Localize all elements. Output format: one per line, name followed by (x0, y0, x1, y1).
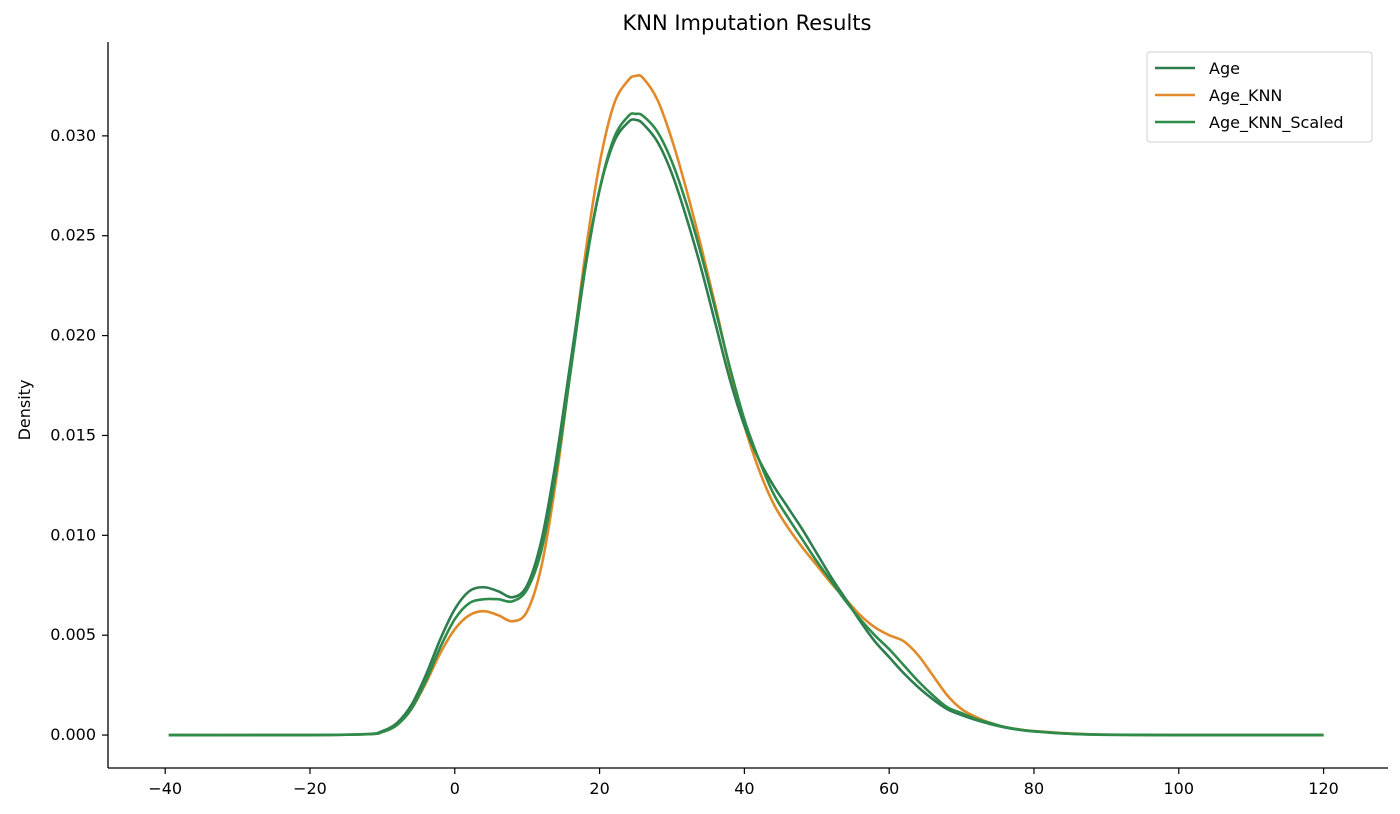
plot-lines (168, 74, 1324, 737)
x-tick-label: 0 (450, 779, 460, 798)
x-tick-label: 20 (589, 779, 609, 798)
legend-label: Age_KNN (1209, 86, 1282, 106)
legend-frame (1146, 51, 1373, 143)
chart-title: KNN Imputation Results (623, 11, 872, 35)
y-tick-label: 0.000 (50, 725, 96, 744)
series-line-age-knn-scaled (168, 112, 1324, 737)
y-tick-label: 0.020 (50, 326, 96, 345)
x-tick-label: 80 (1024, 779, 1044, 798)
y-tick-label: 0.030 (50, 126, 96, 145)
x-tick-label: 100 (1163, 779, 1194, 798)
x-axis-ticks: −40 −20 0 20 40 60 80 100 120 (148, 768, 1339, 798)
y-tick-label: 0.015 (50, 425, 96, 444)
x-tick-label: −40 (148, 779, 182, 798)
y-tick-label: 0.010 (50, 525, 96, 544)
series-line-age-knn (168, 74, 1324, 737)
x-tick-label: 60 (879, 779, 899, 798)
x-tick-label: 40 (734, 779, 754, 798)
legend-label: Age (1209, 59, 1240, 78)
y-tick-label: 0.025 (50, 226, 96, 245)
x-tick-label: 120 (1308, 779, 1339, 798)
legend: Age Age_KNN Age_KNN_Scaled (1146, 51, 1373, 143)
legend-items: Age Age_KNN Age_KNN_Scaled (1155, 59, 1344, 133)
y-tick-label: 0.005 (50, 625, 96, 644)
y-axis-label: Density (15, 380, 34, 441)
y-axis-ticks: 0.000 0.005 0.010 0.015 0.020 0.025 0.030 (50, 126, 108, 744)
x-tick-label: −20 (293, 779, 327, 798)
legend-label: Age_KNN_Scaled (1209, 113, 1344, 133)
